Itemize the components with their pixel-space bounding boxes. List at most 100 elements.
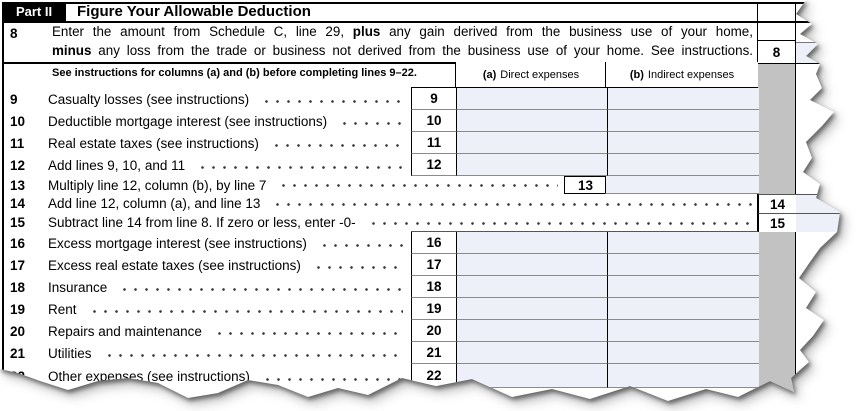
amount-input[interactable] <box>796 194 840 213</box>
row-label: Casualty losses (see instructions) <box>48 91 250 107</box>
dot-leader <box>261 378 403 381</box>
column-a-label: Direct expenses <box>500 68 580 81</box>
indirect-expenses-input[interactable] <box>607 132 759 154</box>
table-row-10: 10 Deductible mortgage interest (see inst… <box>2 110 840 132</box>
row-label: Subtract line 14 from line 8. If zero or… <box>48 215 356 230</box>
column-a-tag: (a) <box>482 68 497 81</box>
line-number: 18 <box>10 279 26 295</box>
line-number: 17 <box>10 257 26 273</box>
indirect-expenses-input[interactable] <box>607 254 759 276</box>
line8-text-2: minus any loss from the trade or busines… <box>52 42 753 61</box>
line-number: 13 <box>10 177 26 193</box>
direct-expenses-input[interactable] <box>457 364 607 388</box>
dot-leader <box>367 222 752 225</box>
row-label: Repairs and maintenance <box>48 323 202 339</box>
row-box-number: 18 <box>411 276 457 298</box>
line-number: 11 <box>10 135 25 151</box>
part-ii-label: Part II <box>15 4 53 19</box>
direct-expenses-input[interactable] <box>457 320 607 342</box>
row-label: Real estate taxes (see instructions) <box>48 135 259 151</box>
column-b-label: Indirect expenses <box>647 68 735 81</box>
table-row-17: 17 Excess real estate taxes (see instruct… <box>2 254 840 276</box>
indirect-expenses-input[interactable] <box>607 232 759 254</box>
direct-expenses-input[interactable] <box>457 232 607 254</box>
row-label: Deductible mortgage interest (see instru… <box>48 113 328 129</box>
dot-leader <box>318 244 403 247</box>
table-row-12: 12 Add lines 9, 10, and 11 12 <box>2 154 840 176</box>
table-row-15: 15 Subtract line 14 from line 8. If zero … <box>2 213 840 232</box>
column-b-tag: (b) <box>629 68 644 81</box>
indirect-expenses-input[interactable] <box>607 298 759 320</box>
row-box-number: 16 <box>411 232 457 254</box>
column-header-direct: (a) Direct expenses <box>455 62 606 87</box>
dot-leader <box>312 266 403 269</box>
row-label: Add line 12, column (a), and line 13 <box>48 196 261 211</box>
divider-line <box>411 87 757 88</box>
dot-leader <box>272 203 752 206</box>
row-box-number: 10 <box>411 110 457 132</box>
row-box-number: 9 <box>411 88 457 110</box>
table-row-21: 21 Utilities 21 <box>2 342 840 364</box>
line8-box-number: 8 <box>758 40 795 63</box>
direct-expenses-input[interactable] <box>457 254 607 276</box>
indirect-expenses-input[interactable] <box>607 364 759 388</box>
line8-amount-input[interactable] <box>796 42 840 63</box>
line-number: 19 <box>10 301 26 317</box>
row-label: Other expenses (see instructions) <box>48 368 250 384</box>
dot-leader <box>213 332 403 335</box>
line-number: 15 <box>10 215 26 230</box>
line-number: 16 <box>10 235 26 251</box>
direct-expenses-input[interactable] <box>457 298 607 320</box>
dot-leader <box>339 122 403 125</box>
dot-leader <box>88 310 403 313</box>
direct-expenses-input[interactable] <box>457 342 607 364</box>
table-row-11: 11 Real estate taxes (see instructions) 1… <box>2 132 840 154</box>
row-box-number: 21 <box>411 342 457 364</box>
row-box-number: 22 <box>411 364 457 388</box>
columns-instructions-note: See instructions for columns (a) and (b)… <box>52 67 417 79</box>
row-box-number: 14 <box>758 194 797 213</box>
table-row-19: 19 Rent 19 <box>2 298 840 320</box>
direct-expenses-input[interactable] <box>457 132 607 154</box>
dot-leader <box>197 166 403 169</box>
table-row-16: 16 Excess mortgage interest (see instruct… <box>2 232 840 254</box>
line8-description: Enter the amount from Schedule C, line 2… <box>52 23 753 60</box>
row-box-number: 13 <box>564 176 607 194</box>
line8-text-minus: minus <box>52 42 92 58</box>
divider-line <box>757 2 758 396</box>
direct-expenses-input[interactable] <box>457 154 607 176</box>
dot-leader <box>261 100 403 103</box>
table-row-18: 18 Insurance 18 <box>2 276 840 298</box>
table-row-22: 22 Other expenses (see instructions) 22 <box>2 364 840 388</box>
indirect-expenses-input[interactable] <box>605 176 759 194</box>
line8-text-1a: Enter the amount from Schedule C, line 2… <box>52 24 353 39</box>
divider-line <box>2 21 840 23</box>
table-row-14: 14 Add line 12, column (a), and line 13 1… <box>2 194 840 213</box>
line8-text-1b: any gain derived from the business use o… <box>380 24 753 39</box>
direct-expenses-input[interactable] <box>457 276 607 298</box>
indirect-expenses-input[interactable] <box>607 276 759 298</box>
divider-line <box>2 2 4 370</box>
indirect-expenses-input[interactable] <box>607 110 759 132</box>
dot-leader <box>103 354 403 357</box>
row-label: Rent <box>48 301 77 317</box>
line8-text-2a: any loss from the trade or business not … <box>91 42 753 58</box>
table-row-20: 20 Repairs and maintenance 20 <box>2 320 840 342</box>
line-number: 10 <box>10 113 26 129</box>
dot-leader <box>278 184 558 187</box>
divider-line <box>2 62 840 64</box>
indirect-expenses-input[interactable] <box>607 154 759 176</box>
row-label: Excess real estate taxes (see instructio… <box>48 257 301 273</box>
direct-expenses-input[interactable] <box>457 110 607 132</box>
indirect-expenses-input[interactable] <box>607 88 759 110</box>
dot-leader <box>119 288 403 291</box>
amount-input[interactable] <box>796 213 840 232</box>
indirect-expenses-input[interactable] <box>607 342 759 364</box>
line-number: 8 <box>10 26 18 41</box>
column-header-indirect: (b) Indirect expenses <box>605 62 758 87</box>
indirect-expenses-input[interactable] <box>607 320 759 342</box>
direct-expenses-input[interactable] <box>457 88 607 110</box>
